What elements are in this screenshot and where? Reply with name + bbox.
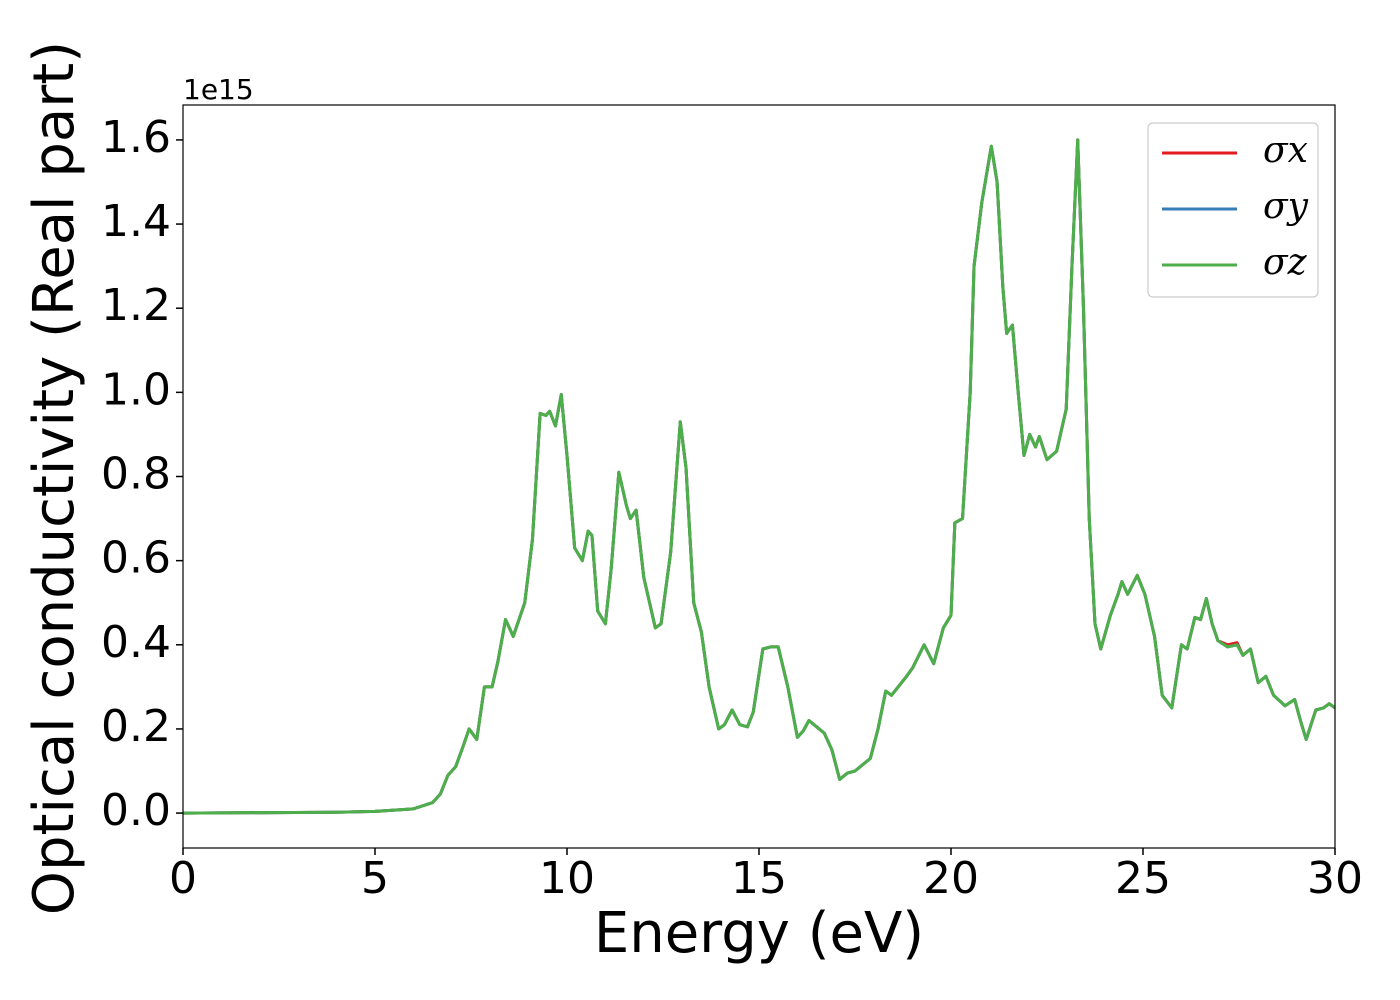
x-tick-label: 20	[923, 853, 979, 904]
y-tick-label: 0.4	[101, 617, 171, 668]
y-tick-label: 1.0	[101, 364, 171, 415]
x-tick-label: 10	[539, 853, 595, 904]
x-tick-label: 25	[1115, 853, 1171, 904]
y-axis-label: Optical conductivity (Real part)	[22, 41, 87, 915]
y-tick-label: 1.2	[101, 280, 171, 331]
x-axis-label: Energy (eV)	[594, 901, 924, 966]
y-tick-label: 0.0	[101, 785, 171, 836]
line-series	[183, 138, 1335, 815]
y-tick-label: 0.8	[101, 449, 171, 500]
y-tick-label: 0.6	[101, 533, 171, 584]
x-tick-label: 15	[731, 853, 787, 904]
legend-label: σy	[1263, 186, 1309, 227]
x-tick-label: 5	[361, 853, 389, 904]
y-offset-label: 1e15	[183, 73, 254, 106]
y-tick-label: 1.4	[101, 196, 171, 247]
y-tick-label: 1.6	[101, 112, 171, 163]
y-tick-label: 0.2	[101, 701, 171, 752]
legend-label: σx	[1263, 130, 1308, 171]
legend-label: σz	[1263, 242, 1308, 283]
x-tick-label: 0	[169, 853, 197, 904]
plot-frame	[182, 104, 1336, 849]
x-tick-label: 30	[1307, 853, 1363, 904]
